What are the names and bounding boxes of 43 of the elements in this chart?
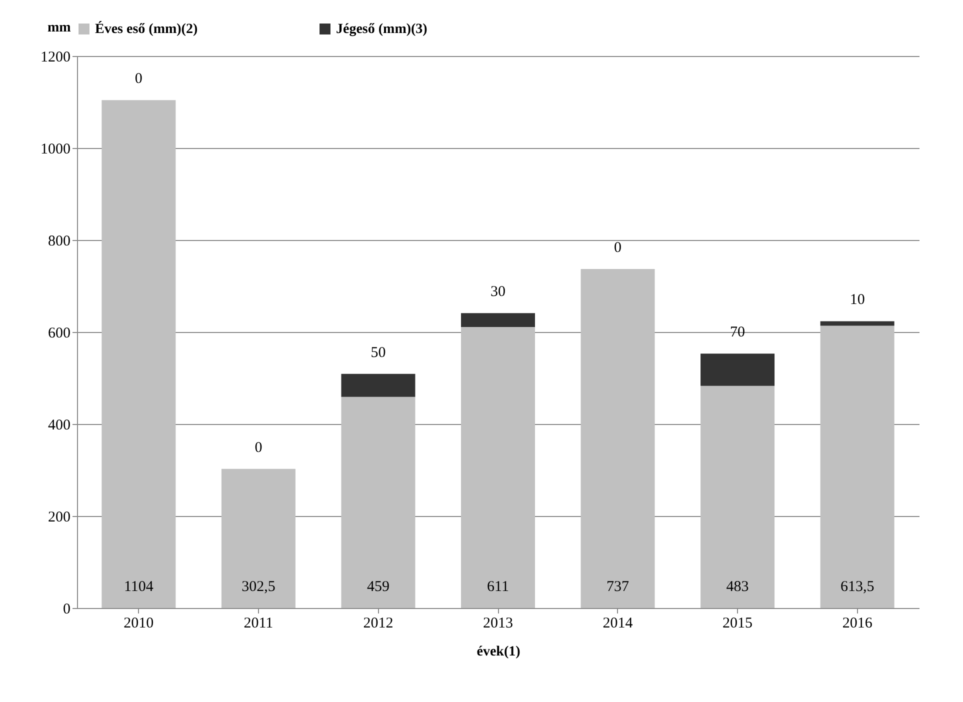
x-tick-label: 2014: [602, 616, 634, 632]
legend-label: Éves eső (mm)(2): [95, 20, 198, 37]
bar: [102, 100, 176, 608]
data-label: 613,5: [840, 579, 874, 595]
bar: [820, 326, 894, 608]
bar: [341, 374, 416, 397]
data-label: 459: [366, 579, 390, 595]
x-tick-label: 2015: [722, 616, 753, 632]
data-label: 1104: [124, 579, 154, 595]
legend-label: Jégeső (mm)(3): [336, 22, 428, 37]
bar: [341, 396, 416, 608]
x-axis-title: évek(1): [476, 644, 521, 660]
y-tick-label: 600: [48, 326, 70, 342]
data-label: 611: [487, 579, 509, 595]
data-label: 737: [606, 579, 630, 595]
x-tick-label: 2016: [842, 616, 873, 632]
data-label: 30: [490, 284, 506, 300]
y-tick-label: 0: [63, 602, 70, 618]
y-tick-label: 200: [48, 510, 70, 526]
data-label: 0: [614, 240, 622, 256]
bar: [221, 468, 296, 608]
y-tick-label: 1200: [40, 50, 70, 66]
data-label: 302,5: [242, 579, 276, 595]
bar: [580, 268, 655, 608]
y-tick-label: 800: [48, 234, 70, 250]
data-label: 10: [850, 292, 865, 308]
x-tick-label: 2010: [124, 616, 154, 632]
data-label: 50: [370, 344, 386, 361]
data-label: 483: [726, 579, 749, 595]
x-tick-label: 2013: [483, 616, 513, 632]
y-axis-title: mm: [48, 20, 72, 36]
bar: [700, 386, 775, 608]
y-tick-label: 400: [48, 418, 70, 434]
x-tick-label: 2011: [244, 616, 274, 632]
x-tick-label: 2012: [363, 616, 394, 632]
bar: [461, 326, 535, 608]
bar: [700, 354, 775, 386]
bar: [461, 313, 535, 327]
bar: [820, 321, 894, 326]
data-label: 0: [134, 71, 142, 88]
data-label: 70: [730, 324, 746, 341]
y-tick-label: 1000: [40, 142, 70, 158]
data-label: 0: [254, 440, 262, 456]
